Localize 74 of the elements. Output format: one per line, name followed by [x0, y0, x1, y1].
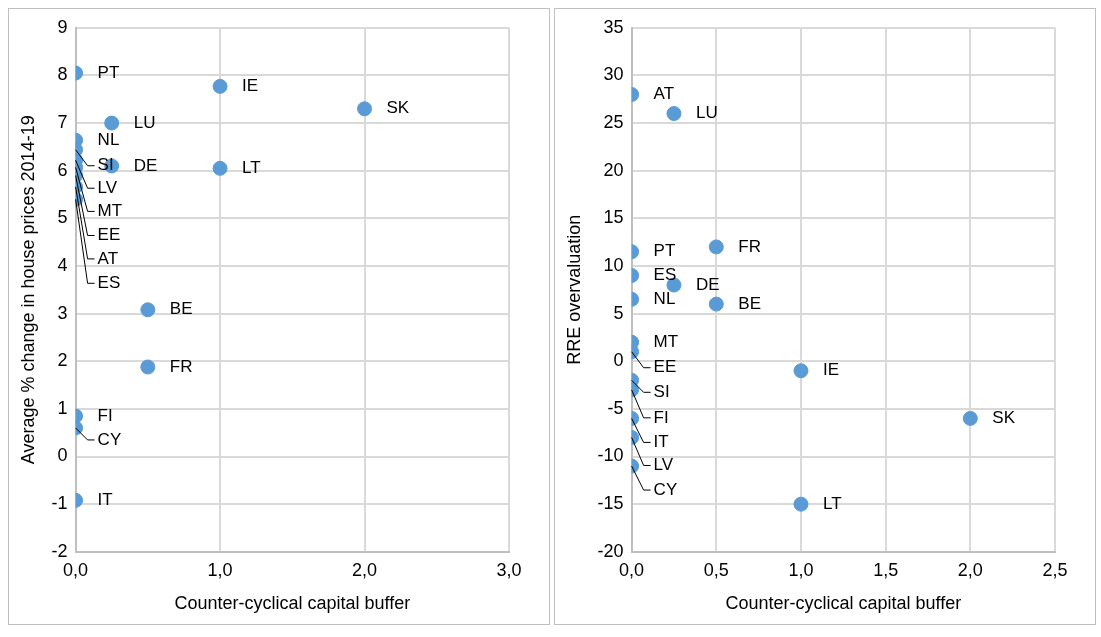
y-axis-title: Average % change in house prices 2014-19 — [17, 115, 38, 465]
annotation: IE — [242, 76, 259, 96]
y-tick-label: 4 — [57, 254, 68, 275]
annotation: LU — [695, 103, 718, 123]
annotation: AT — [97, 248, 119, 268]
x-tick-label: 1,0 — [788, 559, 814, 580]
y-tick-label: 8 — [57, 64, 68, 85]
y-tick-label: 0 — [57, 445, 68, 466]
annotation: LT — [242, 158, 261, 178]
x-tick-label: 0,0 — [63, 559, 89, 580]
y-tick-label: 5 — [57, 207, 68, 228]
x-tick-label: 1,5 — [873, 559, 899, 580]
annotation: SI — [653, 382, 670, 401]
annotation: LV — [653, 455, 674, 475]
y-tick-label: -20 — [597, 540, 624, 561]
y-tick-label: 3 — [57, 302, 68, 323]
x-axis-title: Counter-cyclical capital buffer — [725, 593, 962, 614]
y-tick-label: -5 — [607, 397, 624, 418]
x-tick-label: 3,0 — [496, 559, 522, 580]
y-tick-label: -2 — [51, 540, 68, 561]
annotation: IT — [653, 432, 669, 452]
annotation: BE — [169, 299, 193, 319]
annotation: DE — [133, 155, 158, 175]
y-tick-label: 9 — [57, 16, 68, 37]
annotation: NL — [653, 289, 676, 309]
annotation: DE — [695, 274, 720, 294]
annotation: EE — [653, 357, 677, 377]
x-tick-label: 0,5 — [703, 559, 729, 580]
y-tick-label: -1 — [51, 493, 68, 514]
annotation: IE — [822, 360, 840, 380]
y-tick-label: 5 — [613, 302, 624, 323]
y-tick-label: 30 — [603, 64, 624, 85]
annotation: FI — [653, 407, 669, 427]
annotation: PT — [97, 62, 120, 82]
y-tick-label: 35 — [603, 16, 624, 37]
y-tick-label: 1 — [57, 397, 68, 418]
x-tick-label: 0,0 — [619, 559, 645, 580]
annotation: CY — [97, 429, 122, 449]
annotation: MT — [97, 201, 123, 221]
x-axis-title: Counter-cyclical capital buffer — [174, 593, 411, 614]
x-tick-label: 2,0 — [352, 559, 378, 580]
annotation: SK — [992, 408, 1016, 428]
annotation: ES — [97, 272, 121, 292]
x-tick-label: 2,5 — [1042, 559, 1068, 580]
annotation: FR — [738, 236, 761, 256]
y-tick-label: 2 — [57, 350, 68, 371]
annotation: LV — [97, 177, 118, 197]
x-tick-label: 1,0 — [207, 559, 233, 580]
y-tick-label: -15 — [597, 493, 624, 514]
y-tick-label: 7 — [57, 112, 68, 133]
annotation: BE — [738, 293, 761, 313]
annotation: NL — [97, 129, 120, 149]
annotation: EE — [97, 225, 121, 245]
annotation: CY — [653, 479, 678, 499]
annotation: ES — [653, 265, 677, 285]
y-tick-label: 6 — [57, 159, 68, 180]
annotation: IT — [97, 490, 113, 510]
annotation: MT — [653, 331, 679, 351]
y-axis-title: RRE overvaluation — [563, 214, 584, 365]
annotation: LT — [822, 493, 842, 513]
y-tick-label: -10 — [597, 445, 624, 466]
annotation: SK — [386, 98, 410, 118]
x-tick-label: 2,0 — [957, 559, 983, 580]
annotation: PT — [653, 241, 676, 261]
y-tick-label: 15 — [603, 207, 624, 228]
annotation: FI — [97, 405, 113, 425]
annotation: LU — [133, 112, 156, 132]
y-tick-label: 10 — [603, 254, 624, 275]
y-tick-label: 0 — [613, 350, 624, 371]
annotation: SI — [97, 155, 114, 175]
annotation: AT — [653, 84, 675, 104]
annotation: FR — [169, 356, 193, 376]
y-tick-label: 25 — [603, 112, 624, 133]
y-tick-label: 20 — [603, 159, 624, 180]
